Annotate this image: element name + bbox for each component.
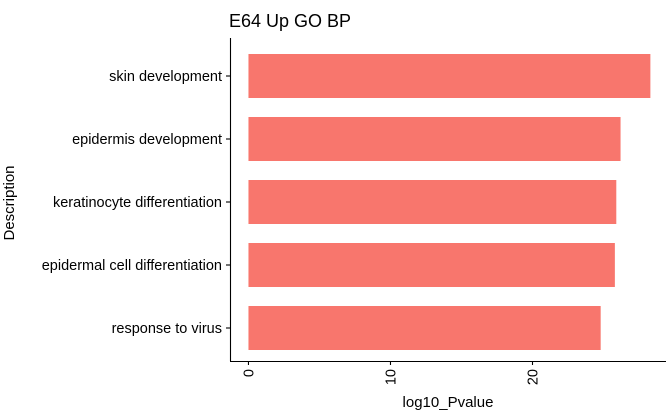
x-tick-label: 0 — [241, 369, 257, 377]
x-tick-label: 10 — [383, 369, 399, 385]
y-tick-label: keratinocyte differentiation — [53, 195, 222, 211]
y-axis-ticks: skin development epidermis development ker… — [42, 69, 230, 337]
y-tick-label: epidermal cell differentiation — [42, 258, 222, 274]
bar — [248, 54, 651, 98]
y-axis-label: Description — [1, 165, 18, 240]
y-tick-label: response to virus — [112, 321, 222, 337]
chart-title: E64 Up GO BP — [229, 11, 351, 31]
x-tick-label: 20 — [526, 369, 542, 385]
bar — [248, 243, 615, 287]
y-tick-label: epidermis development — [72, 132, 222, 148]
x-axis-ticks: 0 10 20 — [241, 361, 542, 385]
bars-layer — [248, 54, 651, 350]
bar — [248, 306, 601, 350]
y-tick-label: skin development — [109, 69, 222, 85]
bar — [248, 180, 617, 224]
bar — [248, 117, 621, 161]
x-axis-label: log10_Pvalue — [403, 394, 494, 411]
